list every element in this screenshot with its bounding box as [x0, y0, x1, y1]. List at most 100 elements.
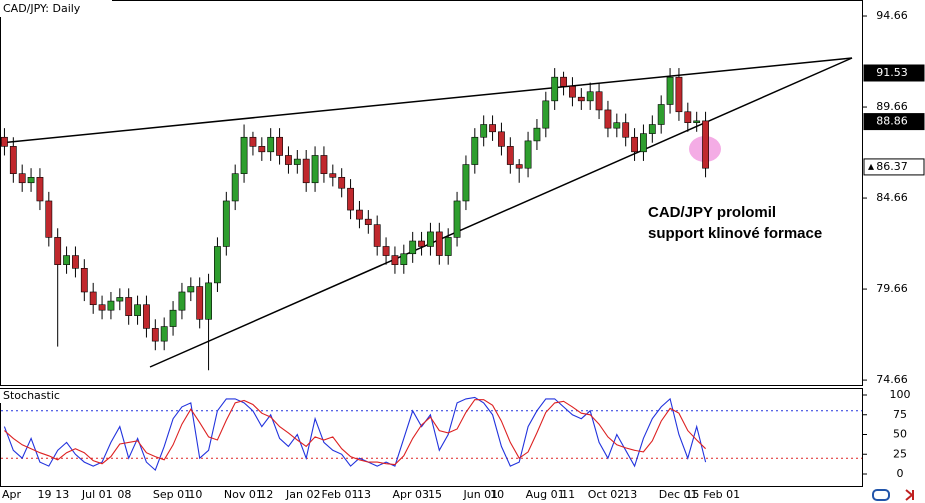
- title-bg: [0, 0, 112, 17]
- stochastic-panel: [0, 388, 863, 487]
- wedge-lower-line: [149, 57, 853, 368]
- candle-body: [107, 300, 115, 311]
- candle-body: [231, 173, 239, 202]
- candle-body: [506, 146, 514, 165]
- candle-body: [45, 200, 53, 238]
- candle-body: [693, 120, 701, 123]
- x-tick-label: 15: [685, 488, 699, 501]
- candle-body: [205, 282, 212, 320]
- candle-body: [542, 100, 550, 129]
- x-tick-label: 13: [55, 488, 69, 501]
- candle-body: [356, 209, 363, 220]
- candle-body: [622, 122, 630, 138]
- candle-body: [480, 124, 488, 138]
- candle-body: [143, 304, 150, 329]
- candle-body: [169, 309, 177, 327]
- candle-body: [329, 173, 337, 178]
- candle-body: [36, 177, 44, 202]
- candle-body: [444, 237, 452, 256]
- candle-body: [302, 158, 310, 184]
- candle-body: [560, 76, 567, 87]
- price-panel: [0, 0, 863, 386]
- x-tick-label: Nov 01: [224, 488, 263, 501]
- x-tick-label: Jun 01: [463, 488, 499, 501]
- x-tick-label: 10: [490, 488, 504, 501]
- candle-body: [285, 155, 292, 165]
- candle-body: [54, 237, 62, 265]
- y-tick-label: 50: [893, 428, 907, 441]
- candle-body: [222, 200, 230, 247]
- price-marker-arrow: [868, 163, 874, 170]
- candle-body: [373, 224, 381, 247]
- candle-body: [524, 140, 532, 169]
- candle-body: [648, 124, 656, 134]
- candle-body: [293, 158, 301, 165]
- x-tick-label: 08: [117, 488, 131, 501]
- candle-body: [471, 136, 479, 165]
- candle-body: [586, 91, 594, 102]
- x-tick-label: Sep 01: [153, 488, 191, 501]
- x-tick-label: Oct 02: [588, 488, 625, 501]
- candle-body: [684, 111, 692, 123]
- candle-body: [631, 136, 638, 153]
- price-marker-label: 91.53: [876, 66, 908, 79]
- x-tick-label: 10: [188, 488, 202, 501]
- candle-body: [595, 91, 603, 111]
- candle-body: [98, 304, 106, 311]
- candle-body: [551, 76, 559, 102]
- candle-body: [515, 164, 523, 169]
- candle-body: [276, 136, 283, 156]
- candle-body: [364, 218, 372, 225]
- candle-body: [187, 286, 195, 293]
- candle-body: [240, 136, 248, 174]
- x-tick-label: Jan 02: [285, 488, 320, 501]
- candle-body: [338, 177, 346, 189]
- candle-body: [320, 155, 328, 174]
- candle-body: [702, 120, 709, 169]
- y-tick-label: 75: [893, 408, 907, 421]
- candle-body: [27, 177, 35, 184]
- x-tick-label: 13: [357, 488, 371, 501]
- candle-body: [604, 109, 612, 129]
- candle-body: [258, 146, 266, 153]
- y-tick-label: 89.66: [876, 100, 908, 113]
- candle-body: [267, 136, 275, 153]
- candle-body: [418, 240, 425, 247]
- candle-body: [63, 255, 70, 265]
- candle-body: [382, 246, 390, 256]
- candle-body: [657, 104, 665, 125]
- candle-body: [347, 187, 354, 211]
- candle-body: [89, 291, 97, 306]
- toolbar-icons[interactable]: [872, 489, 914, 501]
- candle-body: [400, 253, 408, 265]
- candle-body: [427, 231, 434, 247]
- x-tick-label: Jul 01: [81, 488, 113, 501]
- x-tick-label: Dec 01: [659, 488, 698, 501]
- y-tick-label: 74.66: [876, 373, 908, 386]
- candle-body: [533, 127, 541, 142]
- candle-body: [249, 136, 257, 147]
- candle-body: [214, 246, 221, 284]
- candle-body: [151, 328, 159, 342]
- candle-body: [160, 326, 168, 342]
- candle-body: [640, 133, 647, 153]
- candle-body: [125, 297, 133, 316]
- price-marker-label: 88.86: [876, 115, 908, 128]
- x-tick-label: 11: [561, 488, 575, 501]
- candle-body: [435, 231, 443, 256]
- x-tick-label: Apr: [2, 488, 22, 501]
- candle-body: [72, 255, 79, 269]
- x-tick-label: 12: [259, 488, 273, 501]
- candle-body: [409, 240, 417, 255]
- chart-title: CAD/JPY: Daily: [3, 2, 81, 15]
- stochastic-title: Stochastic: [3, 389, 60, 402]
- price-marker-box: [863, 64, 925, 82]
- marks: [1, 68, 862, 472]
- candle-body: [462, 164, 470, 202]
- candle-body: [498, 131, 505, 147]
- candle-body: [134, 304, 141, 316]
- candle-body: [453, 200, 461, 238]
- x-tick-label: 15: [428, 488, 442, 501]
- candle-body: [178, 291, 186, 311]
